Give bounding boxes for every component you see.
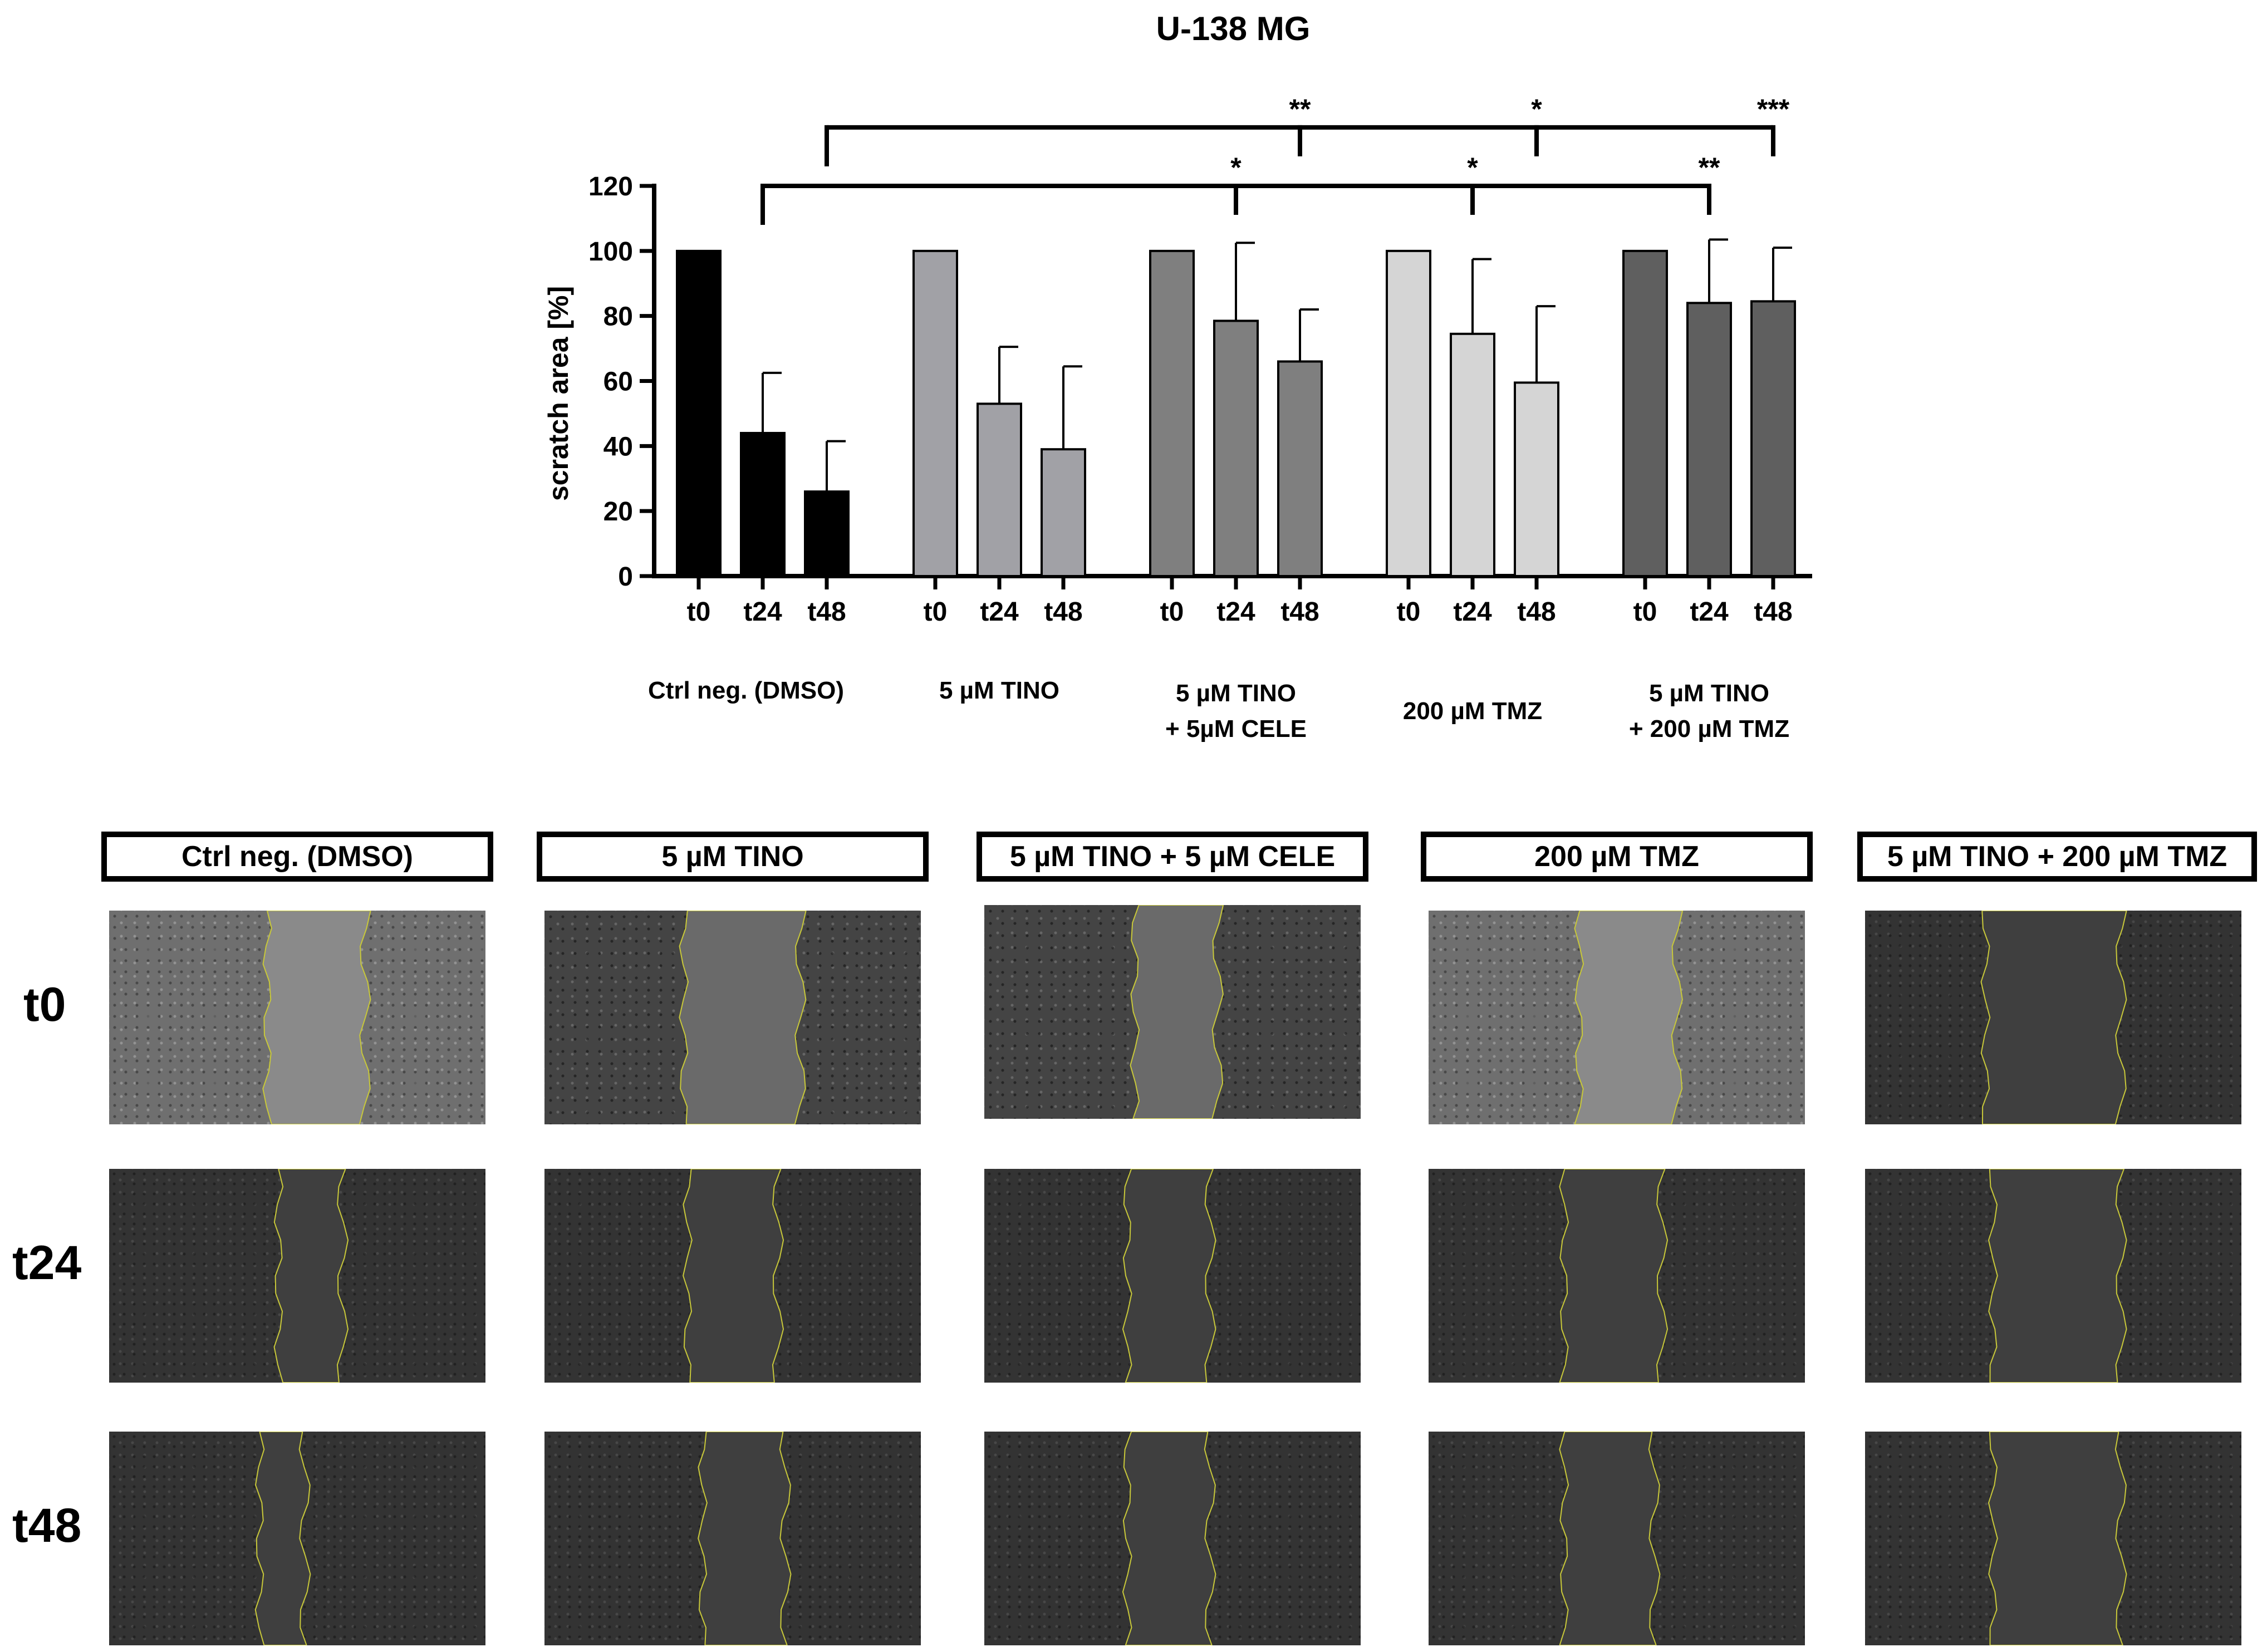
panel-column-label: 5 µM TINO + 5 µM CELE (977, 832, 1368, 882)
x-tick-label: t0 (1397, 597, 1421, 627)
x-tick-label: t48 (1280, 597, 1319, 627)
bar-chart: U-138 MG scratch area [%] 0 20 40 60 80 100 12… (543, 10, 1812, 743)
micrograph-image (1429, 911, 1805, 1124)
scratch-outline (679, 911, 807, 1124)
bar-t0 (1622, 249, 1668, 578)
y-tick-label: 20 (603, 497, 633, 527)
x-tick-label: t0 (687, 597, 711, 627)
panel-column-label: 200 µM TMZ (1421, 832, 1813, 882)
bar-t24 (1686, 302, 1732, 577)
bar-t0 (1386, 249, 1431, 578)
bar-t24 (740, 431, 786, 577)
bar-t0 (1149, 249, 1195, 578)
y-tick-label: 0 (618, 562, 633, 592)
micrograph-image (109, 1169, 485, 1383)
micrograph-image (544, 1169, 921, 1383)
significance-label: * (1467, 152, 1478, 183)
x-tick-label: t48 (1754, 597, 1792, 627)
micrograph-image (544, 1432, 921, 1645)
scratch-outline (683, 1169, 784, 1383)
x-tick-label: t0 (924, 597, 948, 627)
micrograph-image (544, 911, 921, 1124)
panel-column-label: 5 µM TINO + 200 µM TMZ (1857, 832, 2257, 882)
group-label: + 5µM CELE (1165, 715, 1307, 743)
scratch-outline (1559, 1169, 1669, 1383)
y-tick-label: 40 (603, 432, 633, 461)
bar-t24 (1450, 332, 1495, 577)
y-axis-label: scratch area [%] (543, 286, 574, 501)
bar-t24 (1213, 319, 1259, 577)
group-label: 200 µM TMZ (1403, 697, 1542, 725)
y-tick-label: 100 (588, 237, 633, 267)
x-tick-label: t24 (1453, 597, 1492, 627)
scratch-outline (1559, 1432, 1661, 1645)
bar-t0 (676, 249, 722, 578)
micrograph-image (109, 1432, 485, 1645)
micrograph-image (984, 1169, 1361, 1383)
scratch-outline (254, 1432, 311, 1645)
bar-t48 (1514, 381, 1559, 577)
chart-title: U-138 MG (1156, 10, 1311, 47)
group-label: 5 µM TINO (939, 677, 1059, 704)
micrograph-image (1865, 1169, 2241, 1383)
x-tick-label: t0 (1633, 597, 1657, 627)
panel-row-label: t48 (12, 1499, 82, 1552)
micrograph-image (1865, 1432, 2241, 1645)
group-label: Ctrl neg. (DMSO) (648, 677, 844, 704)
x-tick-label: t24 (1216, 597, 1255, 627)
scratch-outline (698, 1432, 792, 1645)
scratch-outline (1988, 1169, 2127, 1383)
scratch-outline (1980, 911, 2127, 1124)
scratch-outline (273, 1169, 349, 1383)
panel-column-label: 5 µM TINO (537, 832, 929, 882)
scratch-outline (1574, 911, 1684, 1124)
significance-label: * (1531, 94, 1542, 125)
significance-label: *** (1757, 94, 1790, 125)
group-label: + 200 µM TMZ (1629, 715, 1789, 743)
significance-label: ** (1289, 94, 1311, 125)
y-tick-label: 80 (603, 302, 633, 332)
micrograph-image (1429, 1432, 1805, 1645)
bar-t0 (912, 249, 958, 578)
bar-t48 (1041, 448, 1086, 577)
bar-t48 (804, 490, 850, 577)
scratch-outline (262, 911, 371, 1124)
scratch-outline (1130, 905, 1224, 1119)
bar-t48 (1277, 360, 1323, 577)
group-label: 5 µM TINO (1176, 680, 1296, 707)
x-tick-label: t48 (1517, 597, 1556, 627)
panel-column-label: Ctrl neg. (DMSO) (101, 832, 493, 882)
micrograph-image (1865, 911, 2241, 1124)
bar-t24 (977, 402, 1022, 577)
significance-label: ** (1699, 152, 1720, 183)
x-tick-label: t24 (743, 597, 782, 627)
x-tick-label: t48 (807, 597, 846, 627)
micrograph-image (984, 1432, 1361, 1645)
scratch-outline (1122, 1169, 1216, 1383)
micrograph-image (1429, 1169, 1805, 1383)
micrograph-image (109, 911, 485, 1124)
scratch-outline (1988, 1432, 2127, 1645)
scratch-outline (1122, 1432, 1216, 1645)
bar-t48 (1750, 300, 1796, 577)
x-tick-label: t24 (1690, 597, 1729, 627)
y-tick-label: 60 (603, 367, 633, 397)
panel-row-label: t24 (12, 1236, 82, 1290)
group-label: 5 µM TINO (1649, 680, 1769, 707)
significance-label: * (1230, 152, 1242, 183)
y-tick-label: 120 (588, 172, 633, 201)
x-tick-label: t48 (1044, 597, 1082, 627)
x-tick-label: t0 (1160, 597, 1184, 627)
panel-row-label: t0 (23, 978, 66, 1031)
x-tick-label: t24 (980, 597, 1019, 627)
micrograph-image (984, 905, 1361, 1119)
